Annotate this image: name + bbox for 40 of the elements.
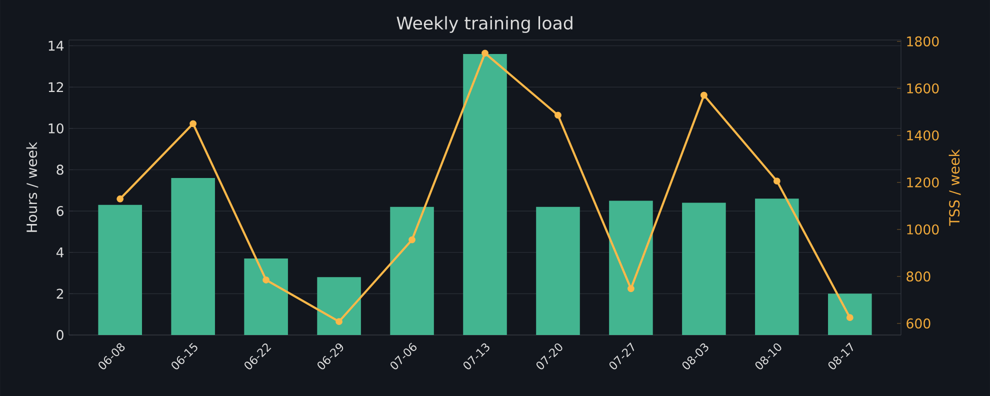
point <box>482 50 488 57</box>
y2-tick-label: 1600 <box>907 83 939 94</box>
point <box>336 318 343 326</box>
y-axis-title: Hours / week <box>26 142 38 232</box>
y-tick-label: 0 <box>56 330 64 340</box>
y2-axis-title: TSS / week <box>948 149 961 226</box>
point <box>262 276 270 284</box>
bar <box>536 206 580 335</box>
y-tick-label: 12 <box>48 82 63 92</box>
point <box>700 92 708 99</box>
bar <box>682 202 726 335</box>
y2-tick-label: 1800 <box>907 36 939 46</box>
bar <box>755 198 799 335</box>
y-tick-label: 8 <box>56 164 64 175</box>
point <box>116 195 124 202</box>
bar <box>171 178 215 335</box>
bar <box>390 206 434 335</box>
y2-tick-label: 800 <box>906 271 930 282</box>
y-tick-label: 4 <box>56 247 64 258</box>
y2-tick-label: 1000 <box>907 224 939 234</box>
point <box>408 236 416 244</box>
y2-tick-label: 1400 <box>907 130 939 140</box>
bar <box>98 204 142 335</box>
bar <box>463 54 507 335</box>
point <box>846 314 854 322</box>
bar <box>609 200 653 335</box>
bar <box>317 277 361 335</box>
point <box>627 285 634 292</box>
point <box>190 120 197 128</box>
point <box>773 178 780 184</box>
y2-tick-label: 1200 <box>907 177 939 188</box>
chart-title: Weekly training load <box>396 16 572 33</box>
bar <box>244 258 288 335</box>
bar <box>828 294 872 335</box>
y-tick-label: 10 <box>48 123 64 134</box>
y-tick-label: 14 <box>48 40 64 51</box>
point <box>554 112 562 119</box>
y2-tick-label: 600 <box>906 318 930 329</box>
y-tick-label: 6 <box>56 206 64 216</box>
y-tick-label: 2 <box>56 288 63 299</box>
